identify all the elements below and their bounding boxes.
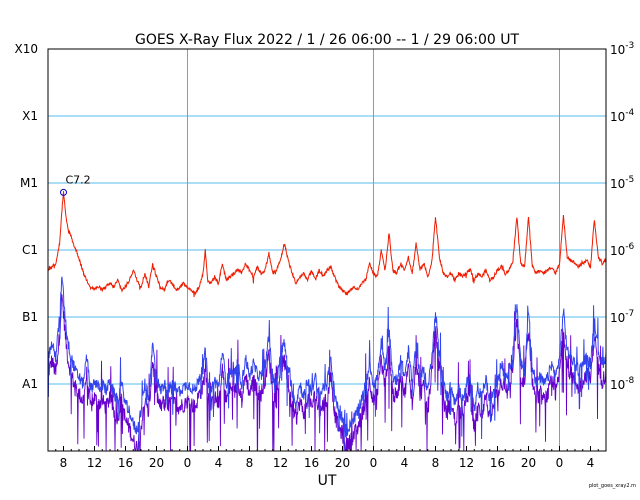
right-tick-label--4: 10-4 <box>610 108 635 124</box>
y-tick-label-b1: B1 <box>22 310 38 324</box>
x-tick-label-7: 12 <box>273 456 288 470</box>
x-tick-label-14: 16 <box>490 456 505 470</box>
right-tick-label--8: 10-8 <box>610 376 635 392</box>
y-tick-label-m1: M1 <box>20 176 38 190</box>
x-tick-labels: 8 12 16 20 0 4 8 12 16 20 0 4 8 12 16 20 0 4 <box>60 456 595 470</box>
x-tick-label-4: 0 <box>184 456 192 470</box>
y-tick-label-x10: X10 <box>15 42 39 56</box>
y-tick-label-x1: X1 <box>22 109 38 123</box>
short-wave-series <box>47 276 607 452</box>
flare-label: C7.2 <box>66 173 91 186</box>
x-tick-label-11: 4 <box>401 456 409 470</box>
x-tick-label-3: 20 <box>149 456 164 470</box>
left-y-tick-labels: A1 B1 C1 M1 X1 X10 <box>15 42 39 391</box>
x-axis-label: UT <box>318 473 337 489</box>
x-tick-label-10: 0 <box>370 456 378 470</box>
chart-title: GOES X-Ray Flux 2022 / 1 / 26 06:00 -- 1… <box>135 32 519 48</box>
long-wave-series <box>47 191 607 298</box>
right-tick-label--3: 10-3 <box>610 41 634 57</box>
x-tick-marks <box>47 446 607 451</box>
short-wave-trace <box>47 276 607 452</box>
x-tick-label-6: 8 <box>246 456 254 470</box>
y-tick-label-c1: C1 <box>22 243 38 257</box>
x-tick-label-5: 4 <box>215 456 223 470</box>
right-tick-label--7: 10-7 <box>610 309 634 325</box>
short-wave-low-trace <box>47 292 607 452</box>
x-tick-label-8: 16 <box>304 456 319 470</box>
right-tick-label--6: 10-6 <box>610 242 635 258</box>
annotations: C7.2 <box>60 173 91 196</box>
right-tick-label--5: 10-5 <box>610 175 634 191</box>
flare-marker <box>60 188 67 196</box>
long-wave-trace <box>47 191 607 298</box>
x-tick-label-13: 12 <box>459 456 474 470</box>
x-tick-label-16: 0 <box>556 456 564 470</box>
footer-filename: plot_goes_xray2.m <box>589 483 636 489</box>
right-y-tick-labels: 10-8 10-7 10-6 10-5 10-4 10-3 <box>610 41 635 392</box>
x-tick-label-15: 20 <box>521 456 536 470</box>
x-tick-label-2: 16 <box>118 456 133 470</box>
x-tick-label-1: 12 <box>87 456 102 470</box>
x-tick-label-17: 4 <box>587 456 595 470</box>
x-tick-label-12: 8 <box>432 456 440 470</box>
x-tick-label-0: 8 <box>60 456 68 470</box>
x-tick-label-9: 20 <box>335 456 350 470</box>
y-tick-label-a1: A1 <box>22 377 38 391</box>
